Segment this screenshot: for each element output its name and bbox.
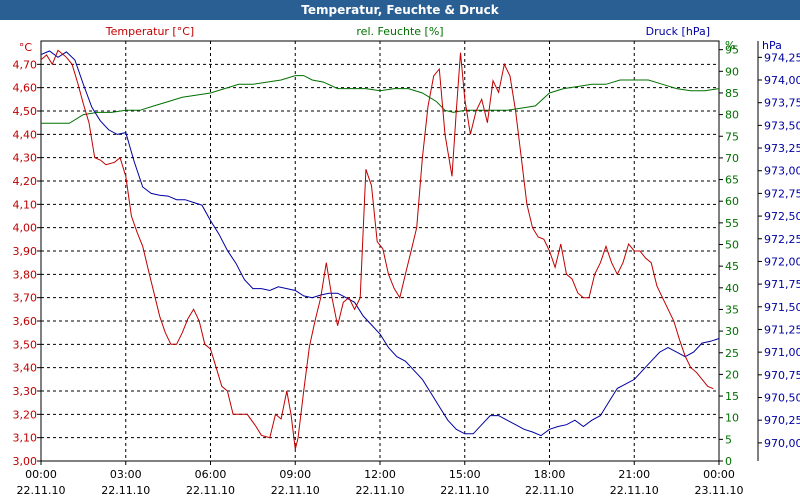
temp-tick-label: 3,60	[13, 315, 38, 328]
legend-temperature: Temperatur [°C]	[105, 25, 194, 38]
temp-tick-label: 4,10	[13, 198, 38, 211]
humidity-tick-label: 60	[725, 195, 739, 208]
temperature-series-line	[40, 49, 714, 450]
temp-tick-label: 4,00	[13, 222, 38, 235]
humidity-tick-label: 45	[725, 260, 739, 273]
pressure-tick-label: 970,50	[764, 392, 800, 405]
humidity-tick-label: 40	[725, 282, 739, 295]
pressure-unit-label: hPa	[762, 39, 782, 52]
humidity-tick-label: 95	[725, 44, 739, 57]
chart-title: Temperatur, Feuchte & Druck	[0, 0, 800, 20]
humidity-tick-label: 65	[725, 174, 739, 187]
pressure-tick-label: 973,00	[764, 165, 800, 178]
pressure-series-line	[40, 50, 720, 437]
x-time-label: 00:00	[703, 468, 735, 481]
humidity-tick-label: 85	[725, 87, 739, 100]
pressure-tick-label: 971,50	[764, 301, 800, 314]
x-date-label: 23.11.10	[695, 484, 744, 497]
humidity-tick-label: 30	[725, 325, 739, 338]
pressure-tick-label: 970,00	[764, 437, 800, 450]
humidity-tick-label: 20	[725, 368, 739, 381]
x-date-label: 22.11.10	[17, 484, 66, 497]
pressure-tick-label: 970,25	[764, 414, 800, 427]
x-time-label: 06:00	[195, 468, 227, 481]
temp-tick-label: 4,30	[13, 152, 38, 165]
x-date-label: 22.11.10	[271, 484, 320, 497]
humidity-tick-label: 55	[725, 217, 739, 230]
pressure-tick-label: 971,25	[764, 323, 800, 336]
pressure-tick-label: 972,00	[764, 255, 800, 268]
x-time-label: 09:00	[279, 468, 311, 481]
temp-tick-label: 4,70	[13, 58, 38, 71]
pressure-tick-label: 974,00	[764, 74, 800, 87]
x-date-label: 22.11.10	[186, 484, 235, 497]
x-date-label: 22.11.10	[440, 484, 489, 497]
temp-tick-label: 3,20	[13, 408, 38, 421]
pressure-tick-label: 972,50	[764, 210, 800, 223]
humidity-tick-label: 5	[725, 433, 732, 446]
humidity-tick-label: 50	[725, 239, 739, 252]
pressure-tick-label: 974,25	[764, 51, 800, 64]
humidity-tick-label: 80	[725, 109, 739, 122]
x-time-label: 15:00	[449, 468, 481, 481]
legend-humidity: rel. Feuchte [%]	[356, 25, 443, 38]
x-time-label: 18:00	[534, 468, 566, 481]
humidity-tick-label: 35	[725, 303, 739, 316]
temp-unit-label: °C	[19, 41, 33, 54]
temp-tick-label: 3,10	[13, 432, 38, 445]
humidity-tick-label: 10	[725, 412, 739, 425]
x-time-label: 00:00	[25, 468, 57, 481]
temp-tick-label: 3,70	[13, 292, 38, 305]
temp-tick-label: 4,40	[13, 128, 38, 141]
humidity-tick-label: 15	[725, 390, 739, 403]
temp-tick-label: 4,20	[13, 175, 38, 188]
x-time-label: 03:00	[110, 468, 142, 481]
temp-tick-label: 3,40	[13, 362, 38, 375]
x-time-label: 12:00	[364, 468, 396, 481]
temp-tick-label: 3,00	[13, 455, 38, 468]
temp-tick-label: 3,80	[13, 268, 38, 281]
humidity-tick-label: 90	[725, 65, 739, 78]
x-date-label: 22.11.10	[610, 484, 659, 497]
temp-tick-label: 4,50	[13, 105, 38, 118]
humidity-tick-label: 25	[725, 347, 739, 360]
humidity-unit-label: %	[725, 39, 735, 52]
x-date-label: 22.11.10	[525, 484, 574, 497]
pressure-tick-label: 973,25	[764, 142, 800, 155]
temp-tick-label: 3,30	[13, 385, 38, 398]
pressure-tick-label: 973,75	[764, 97, 800, 110]
temp-tick-label: 3,50	[13, 338, 38, 351]
pressure-tick-label: 971,00	[764, 346, 800, 359]
pressure-tick-label: 970,75	[764, 369, 800, 382]
pressure-tick-label: 973,50	[764, 119, 800, 132]
x-date-label: 22.11.10	[356, 484, 405, 497]
legend-pressure: Druck [hPa]	[646, 25, 710, 38]
humidity-tick-label: 70	[725, 152, 739, 165]
humidity-series-line	[41, 75, 720, 124]
x-time-label: 21:00	[618, 468, 650, 481]
pressure-tick-label: 972,25	[764, 233, 800, 246]
temp-tick-label: 4,60	[13, 82, 38, 95]
temp-tick-label: 3,90	[13, 245, 38, 258]
pressure-tick-label: 972,75	[764, 187, 800, 200]
x-date-label: 22.11.10	[101, 484, 150, 497]
pressure-tick-label: 971,75	[764, 278, 800, 291]
humidity-tick-label: 0	[725, 455, 732, 468]
humidity-tick-label: 75	[725, 130, 739, 143]
